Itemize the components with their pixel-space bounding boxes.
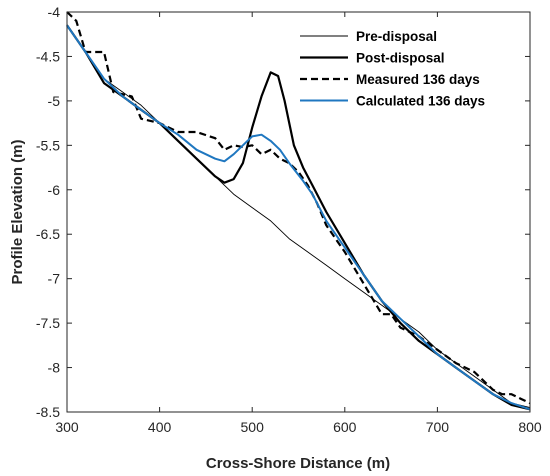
legend-label-0: Pre-disposal xyxy=(356,29,437,44)
y-axis-title: Profile Elevation (m) xyxy=(9,139,26,284)
y-tick-label: -8.5 xyxy=(36,404,60,420)
legend-label-1: Post-disposal xyxy=(356,51,445,66)
x-tick-label: 600 xyxy=(333,419,357,435)
legend: Pre-disposal Post-disposal Measured 136 da… xyxy=(300,29,485,109)
y-tick-label: -4 xyxy=(48,4,61,20)
y-tick-label: -4.5 xyxy=(36,48,60,64)
y-tick-label: -7.5 xyxy=(36,315,60,331)
legend-label-3: Calculated 136 days xyxy=(356,94,485,109)
y-axis-ticks: -4 -4.5 -5 -5.5 -6 -6.5 -7 -7.5 -8 -8.5 xyxy=(36,4,530,420)
y-tick-label: -8 xyxy=(48,360,61,376)
x-axis-title: Cross-Shore Distance (m) xyxy=(206,455,390,472)
x-tick-label: 400 xyxy=(148,419,172,435)
y-tick-label: -6.5 xyxy=(36,226,60,242)
y-tick-label: -5.5 xyxy=(36,137,60,153)
x-axis-ticks: 300 400 500 600 700 800 xyxy=(55,12,542,435)
legend-label-2: Measured 136 days xyxy=(356,72,480,87)
plot-lines xyxy=(66,11,531,411)
series-line-3 xyxy=(66,24,531,411)
x-tick-label: 700 xyxy=(426,419,450,435)
series-line-0 xyxy=(66,25,531,409)
plot-frame xyxy=(66,11,531,413)
x-tick-label: 800 xyxy=(518,419,542,435)
x-tick-label: 500 xyxy=(241,419,265,435)
y-tick-label: -7 xyxy=(48,271,61,287)
y-tick-label: -5 xyxy=(48,93,61,109)
y-tick-label: -6 xyxy=(48,182,61,198)
series-line-2 xyxy=(66,11,531,405)
x-tick-label: 300 xyxy=(55,419,79,435)
